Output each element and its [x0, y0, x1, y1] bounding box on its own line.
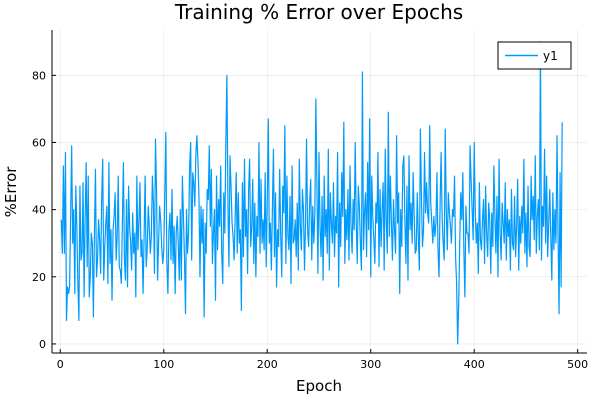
- x-axis-ticks: 0 100 200 300 400 500: [57, 349, 588, 371]
- x-tick-label: 0: [57, 358, 64, 371]
- x-tick-label: 500: [567, 358, 588, 371]
- y-tick-label: 80: [32, 69, 46, 82]
- y-tick-label: 60: [32, 136, 46, 149]
- y-tick-label: 0: [39, 338, 46, 351]
- y-axis-ticks: 0 20 40 60 80: [32, 69, 56, 351]
- series-y1-line: [60, 41, 563, 345]
- y-tick-label: 20: [32, 271, 46, 284]
- legend: y1: [497, 41, 572, 70]
- x-tick-label: 200: [257, 358, 278, 371]
- chart-title: Training % Error over Epochs: [174, 0, 463, 24]
- y-axis-label: %Error: [2, 166, 20, 218]
- x-tick-label: 300: [360, 358, 381, 371]
- y-tick-label: 40: [32, 204, 46, 217]
- x-tick-label: 400: [464, 358, 485, 371]
- x-axis-label: Epoch: [296, 377, 342, 395]
- x-tick-label: 100: [153, 358, 174, 371]
- legend-label-y1: y1: [543, 49, 558, 63]
